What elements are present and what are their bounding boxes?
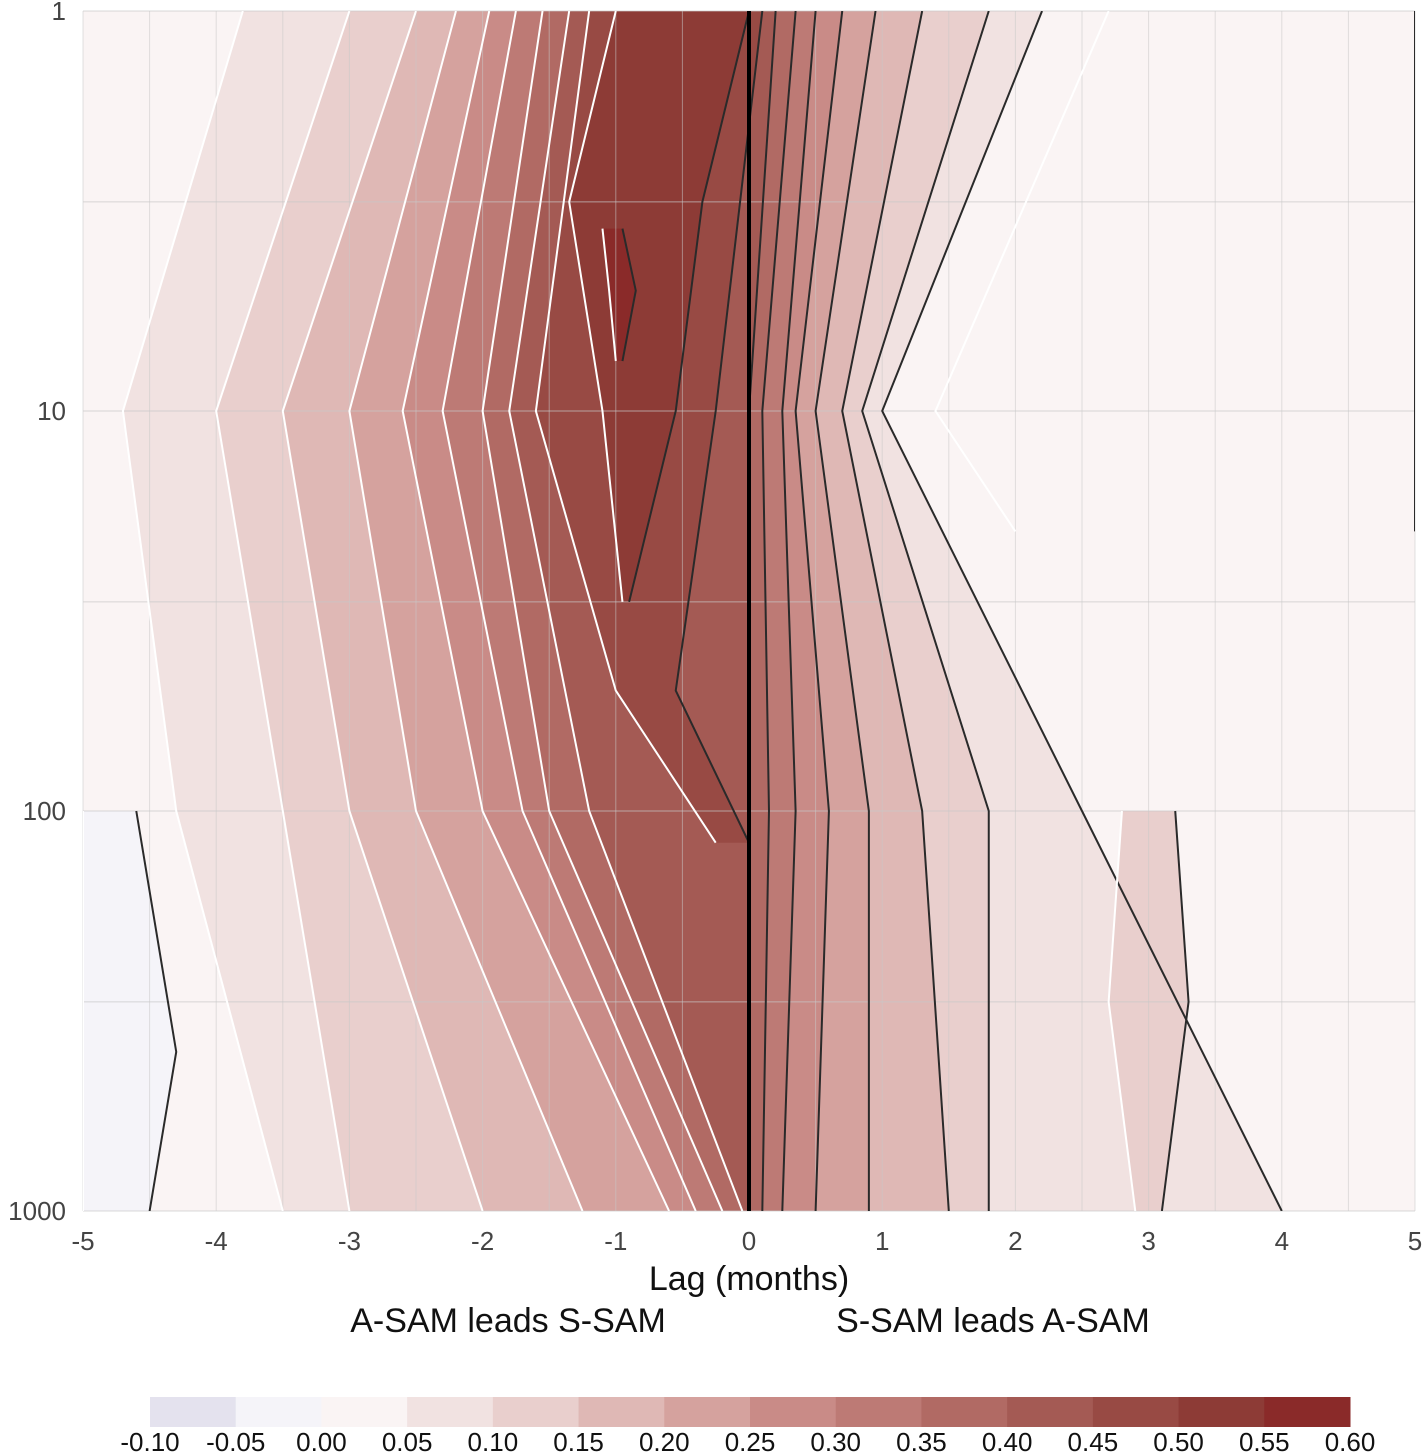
contour-line-right-0.10	[861, 11, 990, 1211]
contour-fills	[83, 11, 1415, 1211]
contour-region-0.55	[602, 228, 636, 361]
contour-line-left-0.10	[215, 11, 351, 1211]
contour-region-0.00-upper-right	[935, 11, 1415, 532]
colorbar-swatch	[1178, 1397, 1265, 1427]
contour-line-left-0.25	[401, 11, 670, 1211]
contour-line-right-0.25	[794, 11, 844, 1211]
contour-line-left-0.55	[601, 228, 617, 362]
y-tick-label: 10	[37, 396, 66, 426]
annotation-a-sam-leads: A-SAM leads S-SAM	[350, 1302, 666, 1340]
colorbar-swatch	[1007, 1397, 1094, 1427]
x-tick-label: 5	[1408, 1226, 1422, 1256]
contour-line-right-0.45	[674, 11, 764, 844]
y-tick-label: 1000	[8, 1196, 66, 1226]
x-tick-label: -2	[471, 1226, 494, 1256]
colorbar-label: -0.10	[120, 1427, 179, 1452]
contour-lines	[83, 11, 1415, 1211]
colorbar-label: 0.10	[468, 1427, 519, 1452]
colorbar-swatch	[921, 1397, 1008, 1427]
colorbar-swatch	[1264, 1397, 1351, 1427]
contour-region-0.50	[569, 11, 749, 602]
colorbar-label: 0.20	[639, 1427, 690, 1452]
contour-line-left-0.20	[348, 11, 584, 1211]
contour-line-right-0.10-lag-3-cell	[1160, 810, 1190, 1211]
y-tick-label: 100	[23, 796, 66, 826]
x-tick-label: -3	[338, 1226, 361, 1256]
x-tick-label: -4	[205, 1226, 228, 1256]
x-axis-ticks: -5 -4 -3 -2 -1 0 1 2 3 4 5	[71, 1226, 1422, 1256]
contour-line-right-0.20	[814, 11, 877, 1211]
colorbar-label: -0.05	[206, 1427, 265, 1452]
contour-line-right-0.30	[781, 11, 817, 1211]
annotation-s-sam-leads: S-SAM leads A-SAM	[836, 1302, 1150, 1340]
contour-line-left-0.10-lag-3-cell	[1107, 810, 1137, 1211]
colorbar-label: 0.45	[1068, 1427, 1119, 1452]
y-tick-label: 1	[52, 0, 66, 26]
colorbar-label: 0.30	[810, 1427, 861, 1452]
colorbar-label: 0.25	[725, 1427, 776, 1452]
colorbar-label: 0.05	[382, 1427, 433, 1452]
colorbar-label: 0.55	[1239, 1427, 1290, 1452]
colorbar-swatch	[407, 1397, 494, 1427]
colorbar-label: 0.35	[896, 1427, 947, 1452]
contour-line-left-0.40	[508, 11, 744, 1211]
x-axis-title: Lag (months)	[649, 1260, 849, 1298]
colorbar-swatch	[578, 1397, 665, 1427]
colorbar: -0.10 -0.05 0.00 0.05 0.10 0.15 0.20 0.25 0.30 0.…	[120, 1397, 1375, 1452]
contour-line-right-0.55	[621, 228, 637, 362]
x-tick-label: -1	[604, 1226, 627, 1256]
colorbar-label: 0.50	[1153, 1427, 1204, 1452]
contour-line-left-0.05	[121, 11, 284, 1211]
x-tick-label: 2	[1008, 1226, 1022, 1256]
colorbar-swatch	[150, 1397, 237, 1427]
colorbar-swatch	[235, 1397, 322, 1427]
contour-line-right-0.05	[881, 11, 1283, 1211]
colorbar-swatch	[750, 1397, 837, 1427]
x-tick-label: 1	[875, 1226, 889, 1256]
colorbar-swatch	[835, 1397, 922, 1427]
colorbar-swatch	[321, 1397, 408, 1427]
contour-line-left-0.30	[441, 11, 697, 1211]
colorbar-swatch	[664, 1397, 751, 1427]
contour-line-left-0.45	[534, 11, 717, 844]
x-tick-label: 4	[1275, 1226, 1289, 1256]
plot-area	[82, 10, 1416, 1212]
contour-region--0.05-lower-left	[83, 811, 177, 1211]
contour-line-right-0.50	[628, 11, 750, 603]
contour-line-left-0.50	[568, 11, 624, 602]
contour-line-left-0.15	[281, 11, 484, 1211]
contour-line-right-0.35	[761, 11, 797, 1211]
colorbar-label: 0.00	[296, 1427, 347, 1452]
x-tick-label: 3	[1141, 1226, 1155, 1256]
colorbar-label: 0.40	[982, 1427, 1033, 1452]
x-tick-label: -5	[71, 1226, 94, 1256]
x-tick-label: 0	[742, 1226, 756, 1256]
y-axis-ticks: 1 10 100 1000	[8, 0, 66, 1226]
contour-line-left-0.35	[481, 11, 724, 1211]
colorbar-label: 0.60	[1325, 1427, 1376, 1452]
colorbar-label: 0.15	[553, 1427, 604, 1452]
colorbar-swatch	[1092, 1397, 1180, 1427]
contour-line-right-0.15	[841, 11, 950, 1211]
contour-line-left-0.00-upper-right	[934, 11, 1110, 532]
colorbar-swatch	[492, 1397, 580, 1427]
contour-line-right--0.05-lower-left	[135, 810, 178, 1211]
